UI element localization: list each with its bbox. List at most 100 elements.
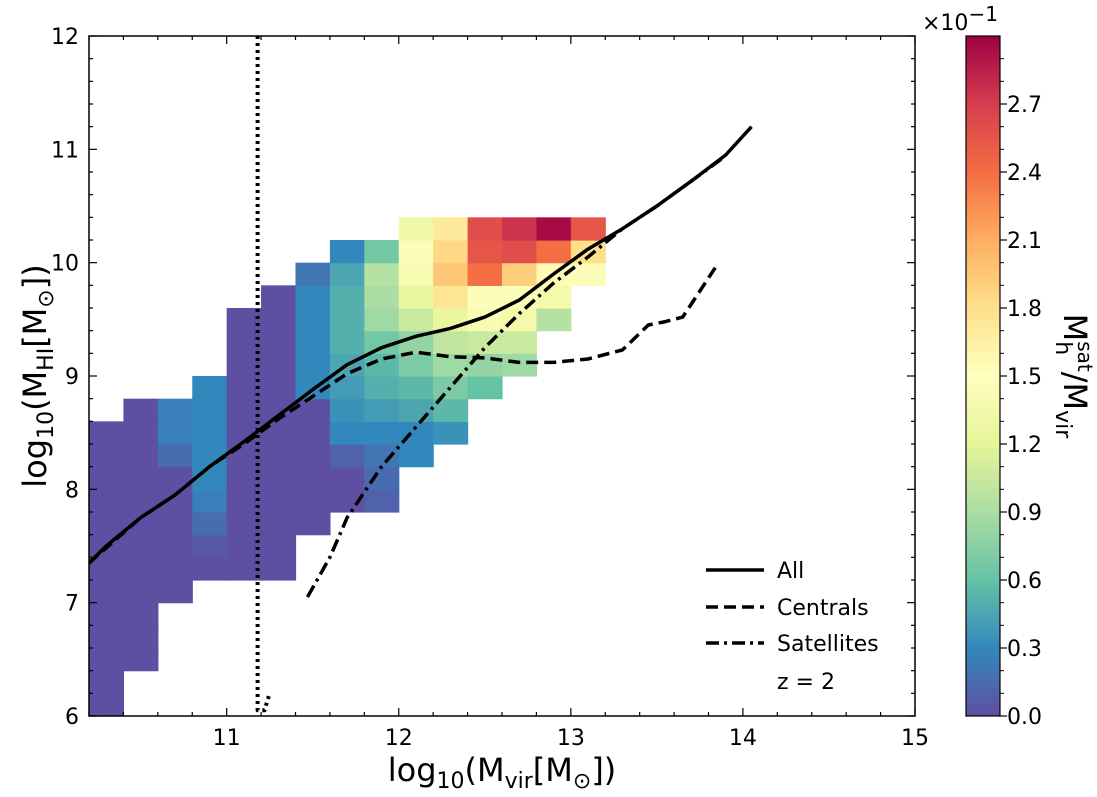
heat-cell xyxy=(364,398,400,422)
heat-cell xyxy=(433,353,469,377)
heat-cell xyxy=(226,489,262,513)
heat-cell xyxy=(502,353,538,377)
colorbar-label: Mhsat/Mvir xyxy=(1050,314,1097,440)
heat-cell xyxy=(261,466,297,490)
y-tick-label: 10 xyxy=(51,252,79,277)
heat-cell xyxy=(433,240,469,264)
heat-cell xyxy=(364,308,400,332)
heat-cell xyxy=(398,217,434,241)
series-line-threshold xyxy=(255,36,272,713)
colorbar-ticks: 0.0 0.3 0.6 0.9 1.2 1.5 1.8 2.1 2.4 2.7 xyxy=(1000,58,1042,730)
heat-cell xyxy=(226,330,262,354)
y-tick-label: 7 xyxy=(65,592,79,617)
heat-cell xyxy=(329,376,365,400)
heat-cell xyxy=(364,240,400,264)
heat-cell xyxy=(261,353,297,377)
heat-cell xyxy=(295,353,331,377)
colorbar-tick-label: 2.7 xyxy=(1007,93,1042,118)
heat-cell xyxy=(502,330,538,354)
heat-cell xyxy=(123,580,159,604)
heat-cell xyxy=(295,512,331,536)
series-line-centrals xyxy=(89,263,719,565)
heat-cell xyxy=(123,421,159,445)
heat-cell xyxy=(192,489,228,513)
heat-cell xyxy=(226,308,262,332)
heat-cell xyxy=(295,398,331,422)
heat-cell xyxy=(89,670,125,694)
heat-cell xyxy=(329,466,365,490)
heat-cell xyxy=(261,376,297,400)
heat-cell xyxy=(261,512,297,536)
heat-cell xyxy=(329,308,365,332)
y-tick-label: 6 xyxy=(65,705,79,730)
heat-cell xyxy=(364,444,400,468)
heat-cell xyxy=(433,217,469,241)
heat-cell xyxy=(123,602,159,626)
heat-cell xyxy=(226,376,262,400)
colorbar-tick-label: 0.6 xyxy=(1007,569,1042,594)
heat-cell xyxy=(364,489,400,513)
heat-cell xyxy=(295,308,331,332)
heat-cell xyxy=(157,512,193,536)
heat-cell xyxy=(226,557,262,581)
colorbar-tick-label: 2.1 xyxy=(1007,229,1042,254)
heat-cell xyxy=(536,308,572,332)
heat-cell xyxy=(157,466,193,490)
heat-cell xyxy=(89,602,125,626)
heat-cell xyxy=(261,398,297,422)
heat-cell xyxy=(89,648,125,672)
heat-cell xyxy=(398,376,434,400)
heat-cell xyxy=(398,240,434,264)
legend-label-centrals: Centrals xyxy=(777,596,869,621)
legend-label-satellites: Satellites xyxy=(777,632,879,657)
y-tick-label: 9 xyxy=(65,365,79,390)
colorbar-multiplier: ×10−1 xyxy=(922,2,998,36)
heat-cell xyxy=(467,217,503,241)
heat-cell xyxy=(261,308,297,332)
heat-cell xyxy=(261,557,297,581)
series-line-all xyxy=(89,125,753,565)
heat-cell xyxy=(536,217,572,241)
heat-cell xyxy=(433,398,469,422)
y-tick-label: 8 xyxy=(65,478,79,503)
heat-cell xyxy=(89,580,125,604)
heat-cell xyxy=(364,262,400,286)
x-tick-label: 11 xyxy=(213,726,241,751)
heat-cell xyxy=(226,398,262,422)
heat-cell xyxy=(467,262,503,286)
heat-cell xyxy=(89,625,125,649)
legend-label-all: All xyxy=(777,559,804,584)
heat-cell xyxy=(398,353,434,377)
heat-cell xyxy=(467,376,503,400)
heat-cell xyxy=(226,353,262,377)
heat-cell xyxy=(295,262,331,286)
heat-cell xyxy=(123,489,159,513)
heat-cell xyxy=(329,330,365,354)
heat-cell xyxy=(226,466,262,490)
heat-cell xyxy=(89,489,125,513)
heat-cell xyxy=(467,330,503,354)
colorbar xyxy=(965,35,1001,717)
heat-cell xyxy=(329,285,365,309)
heat-cell xyxy=(295,330,331,354)
x-tick-label: 15 xyxy=(901,726,929,751)
heat-cell xyxy=(261,285,297,309)
colorbar-tick-label: 1.2 xyxy=(1007,433,1042,458)
heat-cell xyxy=(502,240,538,264)
heat-cell xyxy=(89,466,125,490)
heat-cell xyxy=(89,512,125,536)
heat-cell xyxy=(123,444,159,468)
heat-cell xyxy=(502,308,538,332)
x-tick-label: 13 xyxy=(557,726,585,751)
heat-cell xyxy=(123,534,159,558)
y-axis-label: log10(MHI[M⊙]) xyxy=(16,264,59,487)
heat-cell xyxy=(261,330,297,354)
heat-cell xyxy=(123,466,159,490)
heat-cell xyxy=(123,557,159,581)
heat-cell xyxy=(261,444,297,468)
axis-ticks: 11 12 13 14 15 6 7 8 9 10 11 12 xyxy=(51,25,929,751)
heat-cell xyxy=(570,217,606,241)
heat-cell xyxy=(89,693,125,716)
heat-cell xyxy=(398,285,434,309)
